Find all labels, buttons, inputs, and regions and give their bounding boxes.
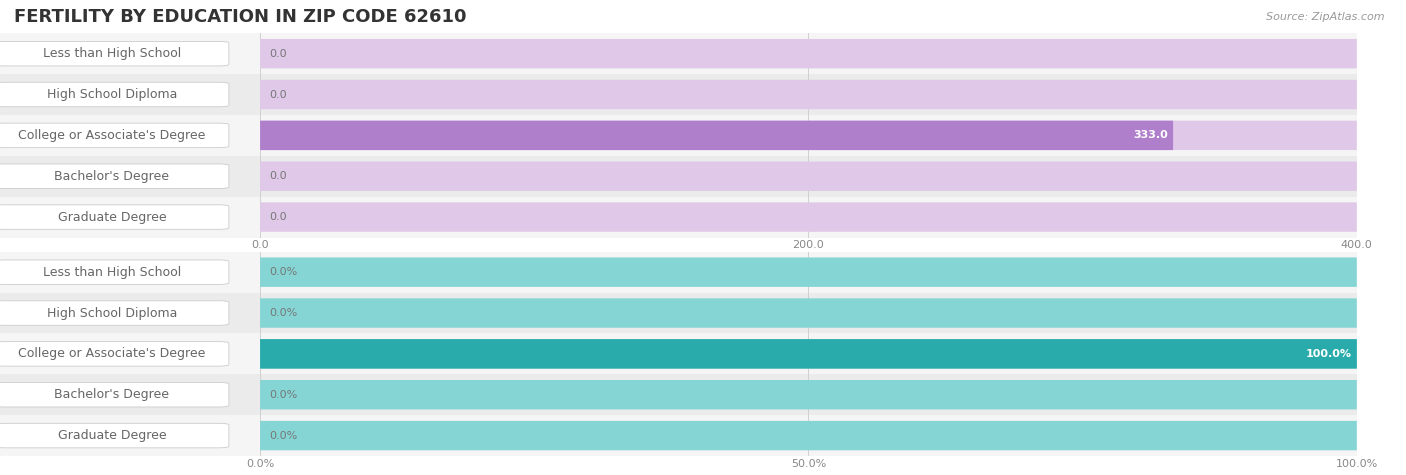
FancyBboxPatch shape	[260, 80, 1357, 109]
Text: Graduate Degree: Graduate Degree	[58, 429, 166, 442]
Text: 0.0: 0.0	[269, 48, 287, 59]
Text: FERTILITY BY EDUCATION IN ZIP CODE 62610: FERTILITY BY EDUCATION IN ZIP CODE 62610	[14, 8, 467, 26]
FancyBboxPatch shape	[260, 415, 1357, 456]
FancyBboxPatch shape	[0, 293, 260, 333]
FancyBboxPatch shape	[0, 382, 229, 407]
FancyBboxPatch shape	[260, 121, 1173, 150]
FancyBboxPatch shape	[260, 197, 1357, 238]
FancyBboxPatch shape	[260, 257, 1357, 287]
FancyBboxPatch shape	[0, 205, 229, 229]
FancyBboxPatch shape	[260, 156, 1357, 197]
Text: High School Diploma: High School Diploma	[46, 88, 177, 101]
FancyBboxPatch shape	[260, 339, 1357, 369]
Text: Graduate Degree: Graduate Degree	[58, 210, 166, 224]
FancyBboxPatch shape	[260, 333, 1357, 374]
FancyBboxPatch shape	[0, 82, 229, 107]
Text: Bachelor's Degree: Bachelor's Degree	[55, 170, 169, 183]
Text: 0.0: 0.0	[269, 89, 287, 100]
FancyBboxPatch shape	[260, 39, 1357, 68]
Text: 0.0: 0.0	[269, 171, 287, 181]
FancyBboxPatch shape	[0, 301, 229, 325]
FancyBboxPatch shape	[0, 164, 229, 189]
Text: 0.0%: 0.0%	[269, 308, 297, 318]
Text: Less than High School: Less than High School	[42, 47, 181, 60]
Text: College or Associate's Degree: College or Associate's Degree	[18, 347, 205, 361]
Text: Less than High School: Less than High School	[42, 266, 181, 279]
FancyBboxPatch shape	[260, 380, 1357, 409]
FancyBboxPatch shape	[0, 415, 260, 456]
FancyBboxPatch shape	[260, 162, 1357, 191]
FancyBboxPatch shape	[0, 252, 260, 293]
FancyBboxPatch shape	[260, 202, 1357, 232]
FancyBboxPatch shape	[260, 33, 1357, 74]
FancyBboxPatch shape	[260, 115, 1357, 156]
FancyBboxPatch shape	[0, 115, 260, 156]
FancyBboxPatch shape	[0, 156, 260, 197]
FancyBboxPatch shape	[0, 260, 229, 285]
Text: Source: ZipAtlas.com: Source: ZipAtlas.com	[1267, 11, 1385, 22]
Text: 0.0%: 0.0%	[269, 267, 297, 277]
FancyBboxPatch shape	[260, 121, 1357, 150]
Text: 0.0%: 0.0%	[269, 390, 297, 400]
Text: College or Associate's Degree: College or Associate's Degree	[18, 129, 205, 142]
FancyBboxPatch shape	[0, 33, 260, 74]
FancyBboxPatch shape	[260, 374, 1357, 415]
FancyBboxPatch shape	[260, 293, 1357, 333]
Text: 100.0%: 100.0%	[1305, 349, 1351, 359]
FancyBboxPatch shape	[0, 41, 229, 66]
FancyBboxPatch shape	[260, 252, 1357, 293]
FancyBboxPatch shape	[0, 333, 260, 374]
FancyBboxPatch shape	[0, 123, 229, 148]
FancyBboxPatch shape	[0, 197, 260, 238]
FancyBboxPatch shape	[0, 374, 260, 415]
FancyBboxPatch shape	[0, 342, 229, 366]
FancyBboxPatch shape	[0, 423, 229, 448]
FancyBboxPatch shape	[260, 339, 1357, 369]
Text: Bachelor's Degree: Bachelor's Degree	[55, 388, 169, 401]
Text: High School Diploma: High School Diploma	[46, 306, 177, 320]
FancyBboxPatch shape	[260, 74, 1357, 115]
Text: 0.0: 0.0	[269, 212, 287, 222]
FancyBboxPatch shape	[260, 298, 1357, 328]
Text: 333.0: 333.0	[1133, 130, 1167, 141]
Text: 0.0%: 0.0%	[269, 430, 297, 441]
FancyBboxPatch shape	[0, 74, 260, 115]
FancyBboxPatch shape	[260, 421, 1357, 450]
